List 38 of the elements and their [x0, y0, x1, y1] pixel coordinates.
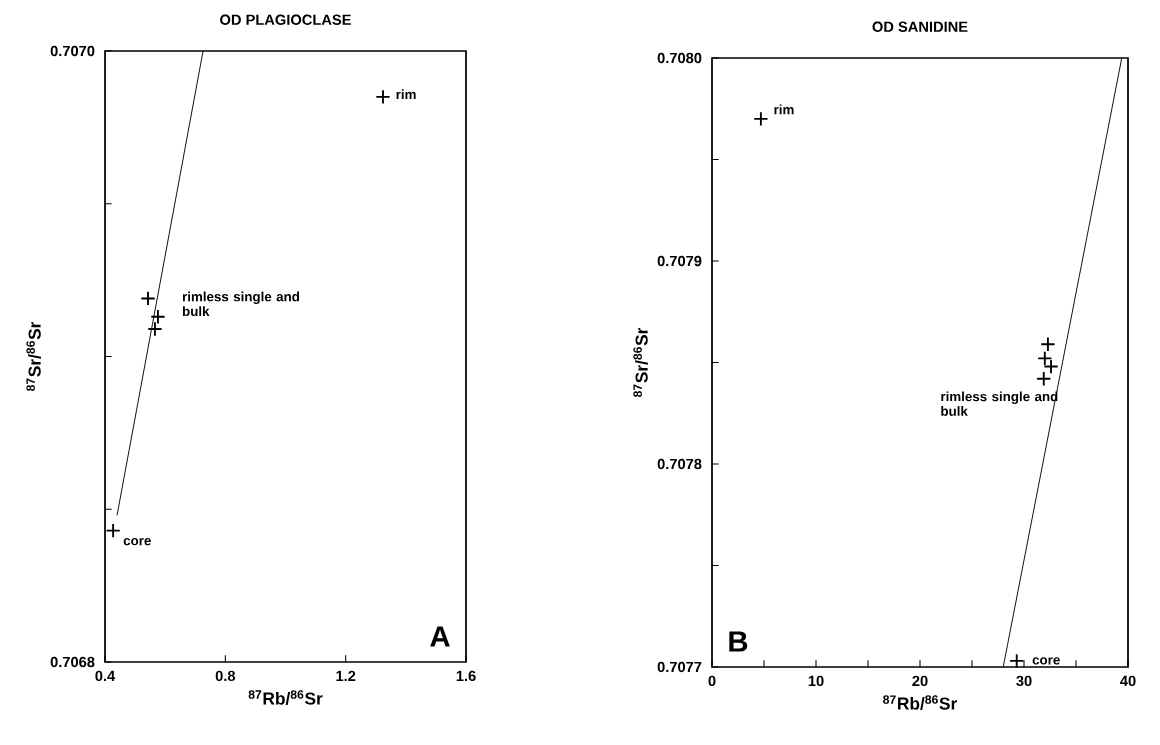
- annotation: rimless single and bulk: [182, 291, 300, 317]
- annotation: core: [123, 538, 151, 546]
- point: [1009, 653, 1025, 669]
- annotation: core: [1032, 657, 1060, 665]
- x-axis-title: $^{87}$Rb/$^{86}$Sr: [248, 690, 323, 705]
- point: [105, 523, 121, 539]
- annotation: rimless single and bulk: [941, 391, 1058, 416]
- x-tick-label: 40: [1120, 675, 1136, 687]
- point: [140, 290, 156, 307]
- y-tick-label: 0.7077: [657, 661, 702, 673]
- annotation: rim: [774, 104, 794, 115]
- x-tick-label: 0: [708, 675, 716, 687]
- x-tick-label: 30: [1016, 675, 1032, 687]
- y-axis-title: $^{87}$Sr/$^{86}$Sr: [26, 321, 41, 391]
- point: [150, 309, 166, 325]
- point: [1040, 336, 1056, 352]
- annotation: rim: [396, 89, 416, 99]
- y-tick-label: 0.7068: [50, 656, 95, 668]
- point: [753, 111, 769, 127]
- y-axis-title: $^{87}$Sr/$^{86}$Sr: [633, 327, 648, 397]
- annotation: B: [729, 631, 748, 652]
- x-tick-label: 0.4: [95, 670, 116, 682]
- point: [1036, 371, 1052, 387]
- point: [147, 321, 163, 337]
- y-tick-label: 0.7079: [657, 255, 702, 267]
- x-tick-label: 10: [808, 675, 824, 687]
- y-tick-label: 0.7070: [50, 45, 95, 57]
- y-tick-label: 0.7078: [657, 458, 702, 470]
- y-tick-label: 0.7080: [657, 52, 702, 64]
- x-tick-label: 1.6: [456, 670, 476, 682]
- x-tick-label: 20: [912, 675, 928, 687]
- x-tick-label: 1.2: [336, 670, 356, 681]
- point: [375, 89, 391, 105]
- chart-title: OD PLAGIOCLASE: [220, 14, 351, 25]
- x-tick-label: 0.8: [215, 670, 236, 682]
- chart-title: OD SANIDINE: [872, 21, 968, 32]
- annotation: A: [430, 626, 450, 647]
- x-axis-title: $^{87}$Rb/$^{86}$Sr: [883, 695, 958, 710]
